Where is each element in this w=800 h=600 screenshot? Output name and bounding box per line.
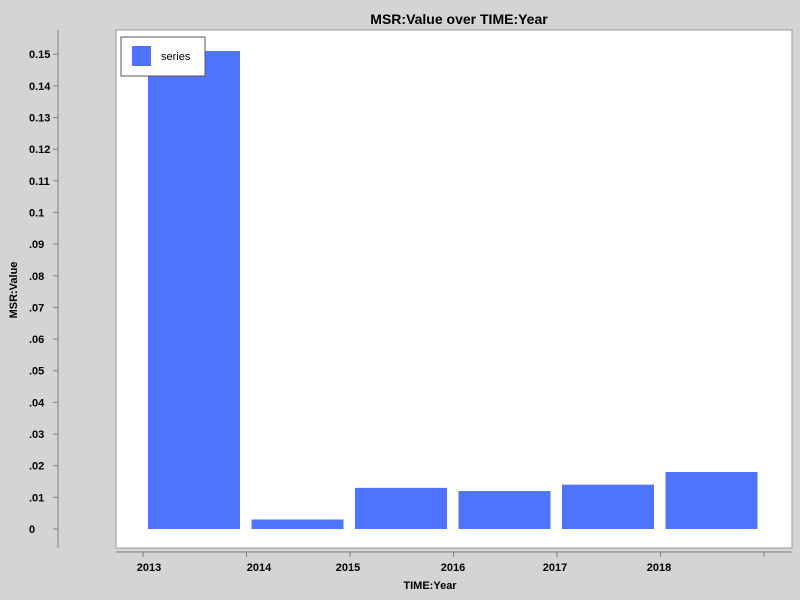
y-axis-ticks: 0 .01 .02 .03 .04 .05 .06 .07 .08 .09 0.1 0.11 0.12 0… [29, 49, 58, 536]
y-tick-label: .02 [29, 461, 44, 473]
legend: series [120, 36, 206, 77]
y-tick-label: .09 [29, 239, 44, 251]
y-tick-label: 0.11 [29, 176, 50, 188]
y-tick-label: .06 [29, 334, 44, 346]
x-tick-label: 2014 [247, 562, 272, 574]
y-tick-label: .01 [29, 492, 44, 504]
y-tick-label: .05 [29, 366, 44, 378]
y-tick-label: 0.14 [29, 81, 51, 93]
y-tick-label: 0.1 [29, 207, 44, 219]
y-tick-label: .07 [29, 302, 44, 314]
bar-2016 [458, 491, 551, 529]
chart-title: MSR:Value over TIME:Year [370, 11, 548, 27]
x-tick-label: 2016 [441, 562, 465, 574]
y-tick-label: 0.15 [29, 49, 50, 61]
bar-2014 [251, 519, 344, 529]
y-tick-label: 0.13 [29, 112, 50, 124]
x-tick-label: 2017 [543, 562, 567, 574]
y-tick-label: .04 [29, 397, 45, 409]
bar-series [148, 51, 758, 529]
y-tick-label: 0 [29, 524, 35, 536]
x-axis-label: TIME:Year [403, 580, 457, 592]
y-axis-label: MSR:Value [8, 262, 20, 319]
bar-2017 [562, 484, 654, 529]
y-tick-label: 0.12 [29, 144, 50, 156]
x-tick-label: 2015 [336, 562, 360, 574]
x-tick-label: 2013 [137, 562, 161, 574]
bar-2015 [355, 487, 447, 529]
y-tick-label: .03 [29, 429, 44, 441]
x-tick-label: 2018 [647, 562, 671, 574]
x-axis-ticks: 2013 2014 2015 2016 2017 2018 [137, 552, 765, 574]
y-tick-label: .08 [29, 271, 44, 283]
bar-2018 [665, 472, 758, 529]
legend-label: series [161, 51, 191, 63]
bar-2013 [148, 51, 240, 529]
legend-swatch [132, 46, 151, 66]
